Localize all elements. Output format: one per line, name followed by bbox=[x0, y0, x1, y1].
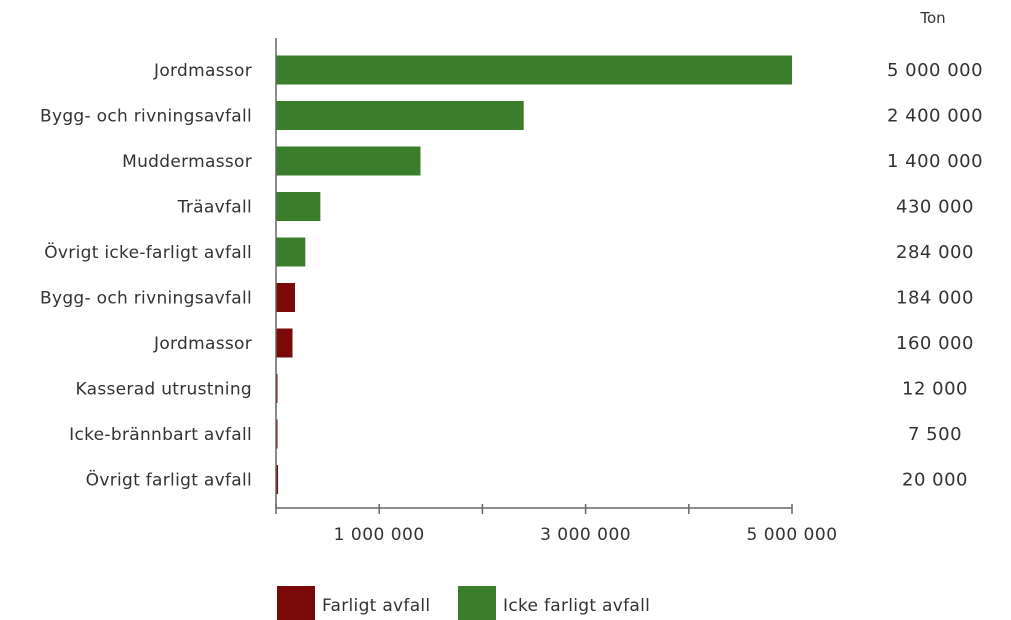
category-label-3: Träavfall bbox=[177, 198, 252, 218]
value-labels: 5 000 000 2 400 000 1 400 000 430 000 284 00… bbox=[887, 60, 983, 491]
category-label-8: Icke-brännbart avfall bbox=[69, 425, 252, 445]
x-tick-label-2: 5 000 000 bbox=[746, 525, 837, 545]
category-label-7: Kasserad utrustning bbox=[75, 380, 252, 400]
category-label-6: Jordmassor bbox=[153, 334, 252, 354]
bar-0 bbox=[276, 55, 792, 85]
bar-4 bbox=[276, 237, 306, 267]
value-label-8: 7 500 bbox=[908, 424, 962, 445]
bars bbox=[276, 55, 792, 494]
bar-6 bbox=[276, 328, 293, 358]
category-label-1: Bygg- och rivningsavfall bbox=[40, 107, 252, 127]
value-label-1: 2 400 000 bbox=[887, 106, 983, 127]
value-label-4: 284 000 bbox=[896, 242, 974, 263]
x-tick-label-0: 1 000 000 bbox=[334, 525, 425, 545]
x-tick-label-1: 3 000 000 bbox=[540, 525, 631, 545]
legend: Farligt avfall Icke farligt avfall bbox=[277, 586, 650, 620]
value-label-2: 1 400 000 bbox=[887, 151, 983, 172]
bar-2 bbox=[276, 146, 421, 176]
unit-label: Ton bbox=[919, 9, 945, 27]
category-label-2: Muddermassor bbox=[122, 152, 252, 172]
bar-1 bbox=[276, 101, 524, 130]
bar-3 bbox=[276, 192, 321, 221]
value-label-5: 184 000 bbox=[896, 288, 974, 309]
value-label-6: 160 000 bbox=[896, 333, 974, 354]
value-label-3: 430 000 bbox=[896, 197, 974, 218]
legend-label-icke: Icke farligt avfall bbox=[503, 596, 650, 616]
legend-label-farligt: Farligt avfall bbox=[322, 596, 430, 616]
bar-5 bbox=[276, 283, 295, 312]
value-label-7: 12 000 bbox=[902, 379, 968, 400]
legend-swatch-icke bbox=[458, 586, 496, 620]
value-label-9: 20 000 bbox=[902, 470, 968, 491]
category-label-9: Övrigt farligt avfall bbox=[86, 469, 252, 491]
value-label-0: 5 000 000 bbox=[887, 60, 983, 81]
category-label-5: Bygg- och rivningsavfall bbox=[40, 289, 252, 309]
bar-9 bbox=[276, 465, 279, 494]
axes: 1 000 000 3 000 000 5 000 000 bbox=[275, 38, 837, 545]
category-label-0: Jordmassor bbox=[153, 61, 252, 81]
category-labels: Jordmassor Bygg- och rivningsavfall Mudder… bbox=[40, 61, 252, 491]
legend-swatch-farligt bbox=[277, 586, 315, 620]
category-label-4: Övrigt icke-farligt avfall bbox=[44, 241, 252, 263]
